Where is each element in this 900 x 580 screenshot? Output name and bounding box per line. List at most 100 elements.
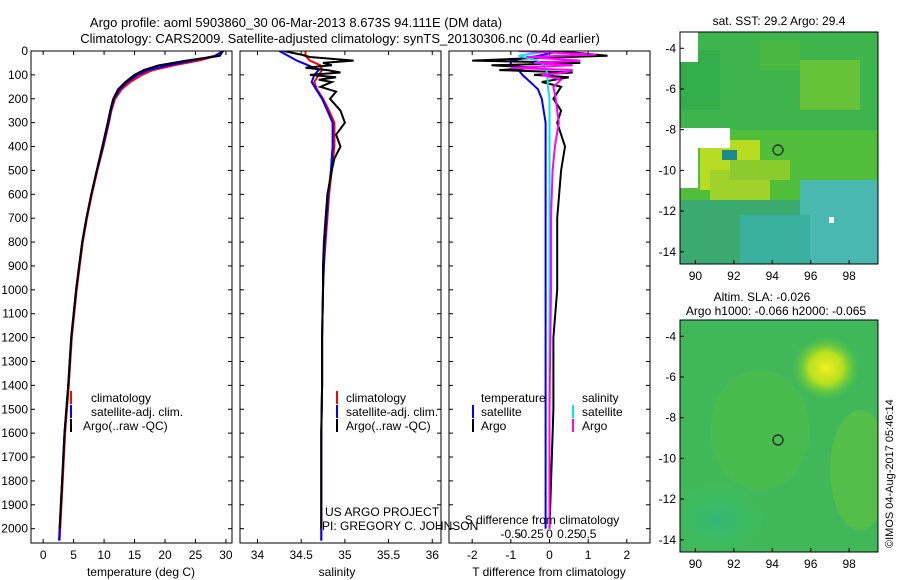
sla-argo-marker	[772, 434, 784, 446]
sla-map-title: Altim. SLA: -0.026	[714, 290, 811, 304]
y-tick-label: 1400	[1, 378, 28, 392]
legend-label-temperature-argo: Argo	[481, 419, 507, 433]
sst-field-green-patch	[760, 40, 800, 70]
legend-label-argo: Argo(..raw -QC)	[83, 419, 168, 433]
sla-field-cool-spot	[680, 480, 768, 552]
legend-label-salinity-argo: Argo	[582, 419, 608, 433]
depth-y-ticks: 0 100 200 300 400 500 600 700 800 900 1000 1100 1200…	[1, 44, 232, 536]
sst-field-cool-bottom	[740, 215, 810, 264]
x-tick-label: 30	[219, 548, 233, 562]
imos-timestamp: ©IMOS 04-Aug-2017 05:46:14	[884, 399, 896, 548]
y-tick-label: 1300	[1, 354, 28, 368]
sla-field	[680, 320, 878, 552]
temperature-legend: climatology satellite-adj. clim. Argo(..…	[70, 391, 183, 433]
map-x-tick-label: 92	[727, 269, 741, 283]
sst-map-ticks: 90 92 94 96 98 -4 -6 -8 -10 -12 -14	[659, 41, 857, 283]
salinity-panel: 34 34.5 35 35.5 36 salinity climatology sate…	[239, 50, 478, 579]
salinity-x-ticks: 34 34.5 35 35.5 36	[240, 50, 441, 562]
salinity-difference-ticks: -0.5-0.25 0 0.25 0.5	[501, 527, 597, 541]
map-y-tick-label: -10	[659, 451, 677, 465]
temperature-x-ticks: 0 5 10 15 20 25 30	[40, 51, 233, 562]
map-y-tick-label: -4	[665, 329, 676, 343]
sla-map-frame	[679, 319, 879, 553]
salinity-curves	[278, 51, 354, 541]
title-line-1: Argo profile: aoml 5903860_30 06-Mar-201…	[90, 15, 502, 30]
series-line-climatology	[58, 51, 223, 541]
x-tick-label: 15	[128, 548, 142, 562]
y-tick-label: 1100	[2, 307, 28, 321]
series-line-temperature-argo	[472, 51, 608, 529]
project-annotation: US ARGO PROJECT	[325, 505, 440, 519]
map-x-tick-label: 96	[804, 557, 818, 571]
salinity-xlabel: salinity	[319, 565, 356, 579]
x-tick-label: 20	[158, 548, 172, 562]
legend-label-climatology: climatology	[91, 391, 151, 405]
x-tick-label-top: 0	[546, 527, 553, 541]
y-tick-label: 700	[8, 211, 28, 225]
map-x-tick-label: 98	[842, 269, 856, 283]
map-y-tick-label: -10	[659, 163, 677, 177]
x-tick-label-top: 0.25	[557, 527, 581, 541]
y-tick-label: 400	[8, 140, 28, 154]
sst-map-panel: sat. SST: 29.2 Argo: 29.4 90 92 94 96 98 -4 -6…	[659, 14, 879, 283]
series-line-argo-raw-qc-	[58, 51, 224, 529]
difference-curves	[472, 51, 608, 529]
x-tick-label: 2	[623, 548, 630, 562]
map-y-tick-label: -4	[665, 41, 676, 55]
x-tick-label: -2	[467, 548, 478, 562]
sla-field-mid-warm	[710, 370, 810, 490]
sla-map-subtitle: Argo h1000: -0.066 h2000: -0.065	[686, 304, 866, 318]
sst-missing-west-2	[680, 128, 698, 188]
x-tick-label: -1	[506, 548, 517, 562]
x-tick-label: 0	[546, 548, 553, 562]
sst-argo-marker	[772, 144, 784, 156]
y-tick-label: 1700	[1, 450, 28, 464]
sla-field-hot-spot	[792, 336, 860, 400]
y-tick-label: 1900	[1, 498, 28, 512]
x-tick-label-top: 0.5	[580, 527, 597, 541]
sla-field-east-warm	[830, 410, 878, 530]
y-tick-label: 1000	[1, 283, 28, 297]
legend-label-temperature-satellite: satellite	[481, 405, 522, 419]
legend-label-salinity-satellite: satellite	[582, 405, 623, 419]
series-line-satellite-adj-clim-	[278, 51, 334, 541]
map-y-tick-label: -6	[665, 370, 676, 384]
sst-field-yellow-band	[730, 160, 790, 180]
s-difference-label: S difference from climatology	[465, 513, 620, 527]
x-tick-label: 34.5	[289, 548, 313, 562]
x-tick-label: 35	[338, 548, 352, 562]
title-line-2: Climatology: CARS2009. Satellite-adjuste…	[80, 31, 600, 46]
map-x-tick-label: 92	[727, 557, 741, 571]
legend-label-argo: Argo(..raw -QC)	[346, 419, 431, 433]
y-tick-label: 300	[8, 116, 28, 130]
y-tick-label: 1500	[1, 402, 28, 416]
salinity-legend: climatology satellite-adj. clim. Argo(..…	[336, 391, 438, 433]
series-line-climatology	[304, 51, 336, 541]
map-x-tick-label: 90	[689, 557, 703, 571]
legend-title-salinity: salinity	[582, 391, 619, 405]
map-x-tick-label: 96	[804, 269, 818, 283]
x-tick-label: 34	[251, 548, 265, 562]
y-tick-label: 1600	[1, 426, 28, 440]
sst-field	[680, 32, 878, 264]
sst-map-frame	[679, 31, 879, 265]
map-y-tick-label: -12	[659, 204, 677, 218]
map-y-tick-label: -8	[665, 411, 676, 425]
series-line-argo-raw-qc-	[283, 51, 354, 529]
series-line-salinity-satellite	[518, 51, 551, 529]
y-tick-label: 1800	[1, 474, 28, 488]
sst-field-cool-south-east	[800, 180, 878, 264]
x-tick-label: 36	[426, 548, 440, 562]
sst-map-title: sat. SST: 29.2 Argo: 29.4	[713, 14, 846, 28]
sst-missing-north	[680, 32, 698, 62]
pi-annotation: PI: GREGORY C. JOHNSON	[322, 519, 478, 533]
map-x-tick-label: 94	[766, 269, 780, 283]
map-y-tick-label: -14	[659, 245, 677, 259]
legend-label-satellite: satellite-adj. clim.	[91, 405, 183, 419]
sla-map-panel: Altim. SLA: -0.026 Argo h1000: -0.066 h2…	[659, 290, 879, 571]
map-x-tick-label: 94	[766, 557, 780, 571]
salinity-axes-frame	[239, 50, 442, 544]
map-y-tick-label: -12	[659, 492, 677, 506]
temperature-axes-frame	[30, 50, 233, 544]
